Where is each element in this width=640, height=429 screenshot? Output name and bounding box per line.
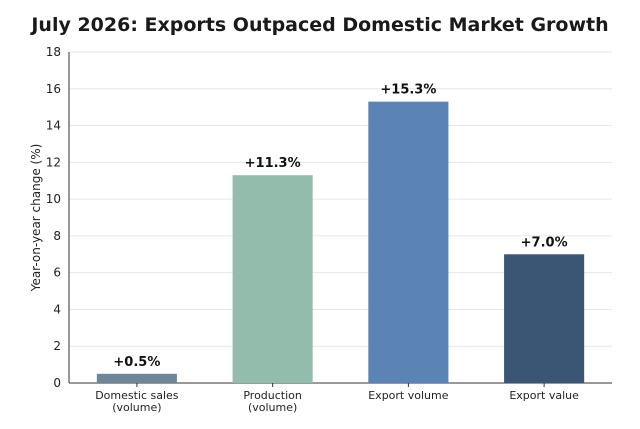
y-tick-label: 18 <box>46 45 61 59</box>
bar <box>504 254 585 383</box>
data-label: +15.3% <box>380 83 436 98</box>
y-tick-label: 10 <box>46 192 61 206</box>
x-tick-label: Production (volume) <box>243 389 302 414</box>
y-axis-label: Year-on-year change (%) <box>29 144 43 293</box>
y-tick-label: 8 <box>53 229 61 243</box>
x-tick-label: Domestic sales (volume) <box>95 389 179 414</box>
chart-title: July 2026: Exports Outpaced Domestic Mar… <box>31 14 609 36</box>
y-tick-label: 14 <box>46 119 61 133</box>
bar <box>96 373 177 383</box>
x-tick-label: Export value <box>509 389 579 402</box>
y-tick-label: 16 <box>46 82 61 96</box>
bar <box>232 175 313 383</box>
x-tick-label: Export volume <box>368 389 448 402</box>
y-tick-label: 2 <box>53 339 61 353</box>
y-tick-label: 0 <box>53 376 61 390</box>
data-label: +0.5% <box>113 355 160 370</box>
y-tick-label: 6 <box>53 266 61 280</box>
y-tick-label: 12 <box>46 155 61 169</box>
data-label: +7.0% <box>521 235 568 250</box>
y-tick-label: 4 <box>53 302 61 316</box>
bar <box>368 101 449 384</box>
data-label: +11.3% <box>245 156 301 171</box>
